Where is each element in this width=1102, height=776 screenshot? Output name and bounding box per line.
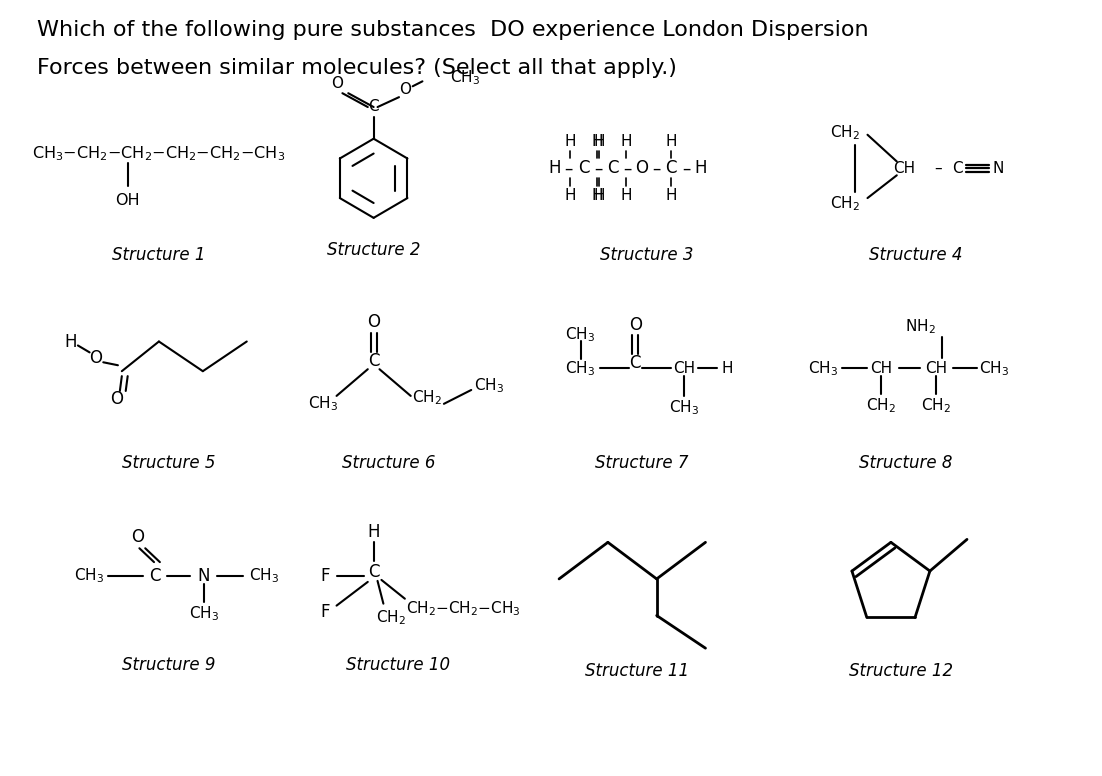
Text: $\mathsf{CH_3}$: $\mathsf{CH_3}$	[808, 359, 838, 378]
Text: N: N	[197, 567, 210, 585]
Text: Structure 2: Structure 2	[327, 241, 420, 258]
Text: H: H	[721, 361, 733, 376]
Text: OH: OH	[116, 192, 140, 207]
Text: Structure 12: Structure 12	[849, 662, 953, 680]
Text: O: O	[367, 313, 380, 331]
Text: H: H	[367, 524, 380, 542]
Text: Structure 8: Structure 8	[858, 454, 952, 472]
Text: H: H	[620, 188, 633, 203]
Text: H: H	[548, 159, 561, 178]
Text: –: –	[624, 159, 631, 178]
Text: C: C	[149, 567, 161, 585]
Text: O: O	[131, 528, 144, 546]
Text: –: –	[682, 159, 690, 178]
Text: H: H	[564, 188, 575, 203]
Text: $\mathsf{CH_2}$: $\mathsf{CH_2}$	[830, 195, 860, 213]
Text: O: O	[636, 159, 649, 178]
Text: $\mathsf{CH_3}$: $\mathsf{CH_3}$	[565, 325, 595, 344]
Text: CH: CH	[871, 361, 893, 376]
Text: –: –	[652, 159, 661, 178]
Text: C: C	[368, 563, 379, 581]
Text: H: H	[65, 332, 77, 351]
Text: $\mathsf{CH_3}$: $\mathsf{CH_3}$	[980, 359, 1009, 378]
Text: $\mathsf{CH_3}$: $\mathsf{CH_3}$	[474, 376, 504, 395]
Text: $\mathsf{CH_3}$: $\mathsf{CH_3}$	[307, 394, 338, 413]
Text: –: –	[564, 159, 573, 178]
Text: Structure 1: Structure 1	[112, 247, 206, 265]
Text: $\mathsf{NH_2}$: $\mathsf{NH_2}$	[905, 317, 936, 336]
Text: H: H	[620, 134, 633, 149]
Text: CH: CH	[925, 361, 947, 376]
Text: CH: CH	[894, 161, 916, 176]
Text: F: F	[320, 567, 329, 585]
Text: O: O	[399, 81, 411, 97]
Text: C: C	[368, 352, 379, 370]
Text: Structure 10: Structure 10	[346, 656, 450, 674]
Text: H: H	[592, 134, 603, 149]
Text: $\mathsf{CH_2}$: $\mathsf{CH_2}$	[376, 608, 407, 627]
Text: Structure 4: Structure 4	[868, 247, 962, 265]
Text: H: H	[694, 159, 706, 178]
Text: $\mathsf{CH_3}$: $\mathsf{CH_3}$	[565, 359, 595, 378]
Text: $\mathsf{CH_3{-}CH_2{-}CH_2{-}CH_2{-}CH_2{-}CH_3}$: $\mathsf{CH_3{-}CH_2{-}CH_2{-}CH_2{-}CH_…	[32, 144, 285, 163]
Text: H: H	[593, 188, 605, 203]
Text: $\mathsf{CH_3}$: $\mathsf{CH_3}$	[249, 566, 280, 585]
Text: O: O	[332, 76, 344, 91]
Text: H: H	[666, 134, 677, 149]
Text: O: O	[110, 390, 123, 408]
Text: CH: CH	[673, 361, 695, 376]
Text: Structure 11: Structure 11	[585, 662, 689, 680]
Text: C: C	[577, 159, 590, 178]
Text: F: F	[320, 603, 329, 621]
Text: H: H	[666, 188, 677, 203]
Text: Structure 9: Structure 9	[122, 656, 215, 674]
Text: C: C	[368, 99, 379, 114]
Text: C: C	[952, 161, 963, 176]
Text: C: C	[607, 159, 618, 178]
Text: Which of the following pure substances  DO experience London Dispersion: Which of the following pure substances D…	[36, 20, 868, 40]
Text: $\mathsf{CH_3}$: $\mathsf{CH_3}$	[450, 68, 479, 87]
Text: $\mathsf{CH_2}$: $\mathsf{CH_2}$	[830, 123, 860, 142]
Text: $\mathsf{CH_2}$: $\mathsf{CH_2}$	[866, 397, 896, 415]
Text: $\mathsf{CH_3}$: $\mathsf{CH_3}$	[669, 398, 699, 417]
Text: Structure 5: Structure 5	[122, 454, 215, 472]
Text: $\mathsf{CH_3}$: $\mathsf{CH_3}$	[74, 566, 104, 585]
Text: H: H	[564, 134, 575, 149]
Text: N: N	[993, 161, 1004, 176]
Text: –: –	[934, 161, 941, 176]
Text: H: H	[593, 134, 605, 149]
Text: –: –	[594, 159, 603, 178]
Text: $\mathsf{CH_2}$: $\mathsf{CH_2}$	[412, 389, 442, 407]
Text: $\mathsf{CH_2{-}CH_2{-}CH_3}$: $\mathsf{CH_2{-}CH_2{-}CH_3}$	[406, 599, 521, 618]
Text: H: H	[592, 188, 603, 203]
Text: O: O	[89, 349, 102, 367]
Text: Forces between similar molecules? (Select all that apply.): Forces between similar molecules? (Selec…	[36, 57, 677, 78]
Text: C: C	[666, 159, 677, 178]
Text: Structure 7: Structure 7	[595, 454, 689, 472]
Text: $\mathsf{CH_3}$: $\mathsf{CH_3}$	[188, 605, 219, 623]
Text: C: C	[629, 355, 641, 372]
Text: O: O	[629, 316, 641, 334]
Text: Structure 6: Structure 6	[342, 454, 435, 472]
Text: $\mathsf{CH_2}$: $\mathsf{CH_2}$	[921, 397, 951, 415]
Text: Structure 3: Structure 3	[601, 247, 693, 265]
